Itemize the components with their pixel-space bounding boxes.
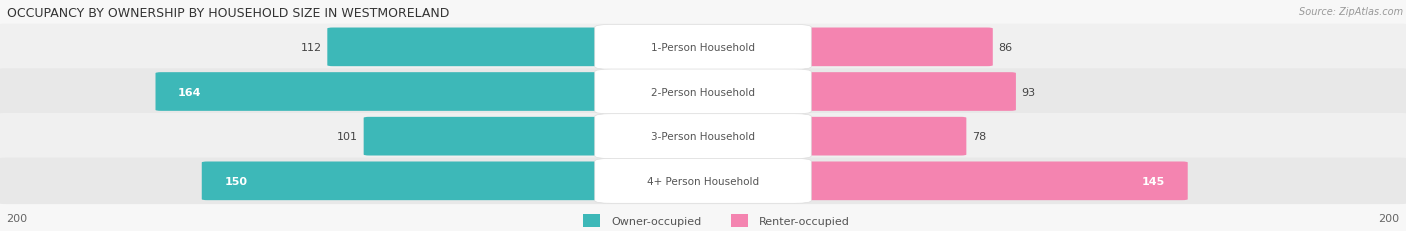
Text: 164: 164: [179, 87, 201, 97]
FancyBboxPatch shape: [328, 28, 709, 67]
Text: 101: 101: [337, 132, 359, 142]
FancyBboxPatch shape: [0, 24, 1406, 71]
FancyBboxPatch shape: [156, 73, 709, 111]
Text: 4+ Person Household: 4+ Person Household: [647, 176, 759, 186]
FancyBboxPatch shape: [0, 158, 1406, 204]
FancyBboxPatch shape: [595, 70, 811, 115]
Text: 2-Person Household: 2-Person Household: [651, 87, 755, 97]
Text: 200: 200: [1378, 213, 1400, 223]
FancyBboxPatch shape: [731, 214, 748, 227]
FancyBboxPatch shape: [697, 162, 1188, 200]
FancyBboxPatch shape: [0, 69, 1406, 115]
FancyBboxPatch shape: [697, 117, 966, 156]
FancyBboxPatch shape: [202, 162, 709, 200]
Text: 86: 86: [998, 43, 1012, 53]
Text: 150: 150: [225, 176, 247, 186]
Text: Source: ZipAtlas.com: Source: ZipAtlas.com: [1299, 7, 1403, 17]
FancyBboxPatch shape: [697, 73, 1017, 111]
Text: Owner-occupied: Owner-occupied: [612, 216, 702, 226]
Text: 78: 78: [972, 132, 986, 142]
Text: 1-Person Household: 1-Person Household: [651, 43, 755, 53]
FancyBboxPatch shape: [595, 114, 811, 159]
FancyBboxPatch shape: [595, 25, 811, 70]
FancyBboxPatch shape: [583, 214, 600, 227]
FancyBboxPatch shape: [364, 117, 709, 156]
Text: OCCUPANCY BY OWNERSHIP BY HOUSEHOLD SIZE IN WESTMORELAND: OCCUPANCY BY OWNERSHIP BY HOUSEHOLD SIZE…: [7, 7, 450, 20]
Text: 200: 200: [6, 213, 28, 223]
Text: Renter-occupied: Renter-occupied: [759, 216, 851, 226]
Text: 112: 112: [301, 43, 322, 53]
Text: 93: 93: [1022, 87, 1036, 97]
FancyBboxPatch shape: [0, 113, 1406, 160]
Text: 3-Person Household: 3-Person Household: [651, 132, 755, 142]
FancyBboxPatch shape: [697, 28, 993, 67]
Text: 145: 145: [1142, 176, 1166, 186]
FancyBboxPatch shape: [595, 159, 811, 204]
